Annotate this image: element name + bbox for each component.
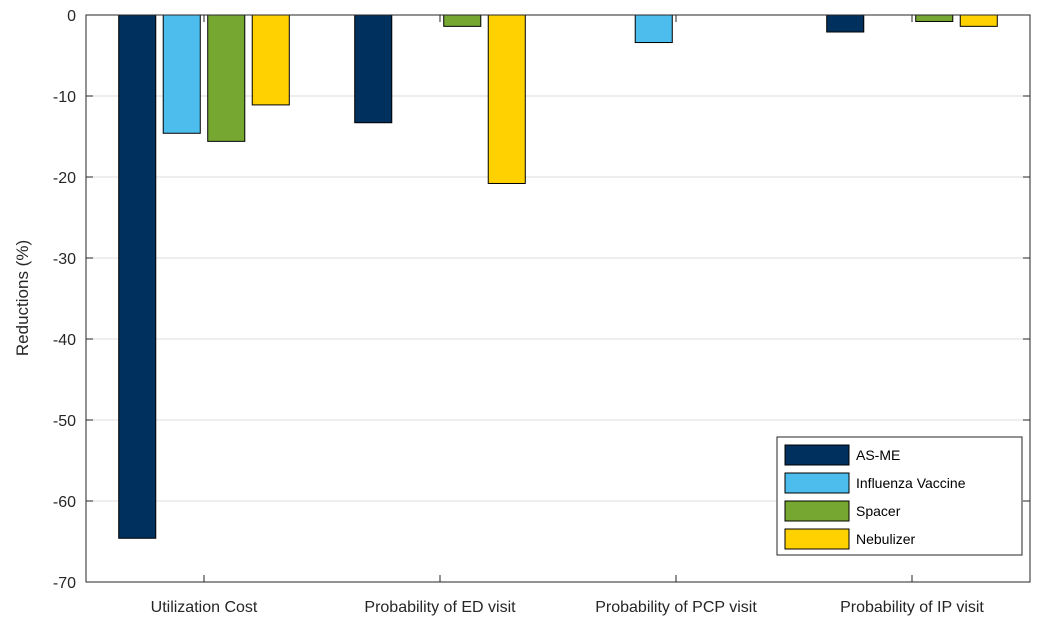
legend-swatch — [784, 472, 850, 494]
legend-swatch — [784, 444, 850, 466]
legend-swatch — [784, 528, 850, 550]
y-tick-label: -60 — [53, 494, 76, 511]
y-tick-label: -30 — [53, 251, 76, 268]
x-tick-label: Probability of ED visit — [364, 599, 516, 616]
axes-box — [85, 14, 1031, 583]
x-tick-labels: Utilization Cost Probability of ED visit P… — [151, 599, 985, 616]
y-tick-label: -20 — [53, 170, 76, 187]
y-tick-label: 0 — [67, 8, 76, 25]
bar-as-me-3 — [826, 14, 865, 33]
y-tick-label: -70 — [53, 575, 76, 592]
axes — [85, 14, 1031, 583]
legend-label: Spacer — [856, 503, 901, 519]
bar-influenza-vaccine-2 — [634, 14, 673, 44]
bar-nebulizer-0 — [251, 14, 290, 106]
bar-nebulizer-1 — [487, 14, 526, 184]
x-tick-label: Probability of IP visit — [840, 599, 984, 616]
x-tick-label: Utilization Cost — [151, 599, 258, 616]
y-tick-label: -50 — [53, 413, 76, 430]
x-tick-label: Probability of PCP visit — [595, 599, 757, 616]
y-tick-labels: 0 -10 -20 -30 -40 -50 -60 -70 — [53, 8, 76, 592]
bar-as-me-0 — [118, 14, 157, 539]
legend-label: Nebulizer — [856, 531, 915, 547]
legend-swatch — [784, 500, 850, 522]
bar-spacer-1 — [443, 14, 482, 27]
legend-label: Influenza Vaccine — [856, 475, 966, 491]
y-tick-label: -10 — [53, 89, 76, 106]
y-axis-label: Reductions (%) — [13, 240, 32, 356]
bar-influenza-vaccine-0 — [162, 14, 201, 134]
legend-label: AS-ME — [856, 447, 900, 463]
bar-as-me-1 — [354, 14, 393, 124]
y-tick-label: -40 — [53, 332, 76, 349]
bar-spacer-0 — [207, 14, 246, 142]
bar-nebulizer-3 — [959, 14, 998, 27]
bars — [118, 14, 998, 539]
bar-spacer-3 — [915, 14, 954, 22]
legend: AS-ME Influenza Vaccine Spacer Nebulizer — [776, 436, 1023, 556]
